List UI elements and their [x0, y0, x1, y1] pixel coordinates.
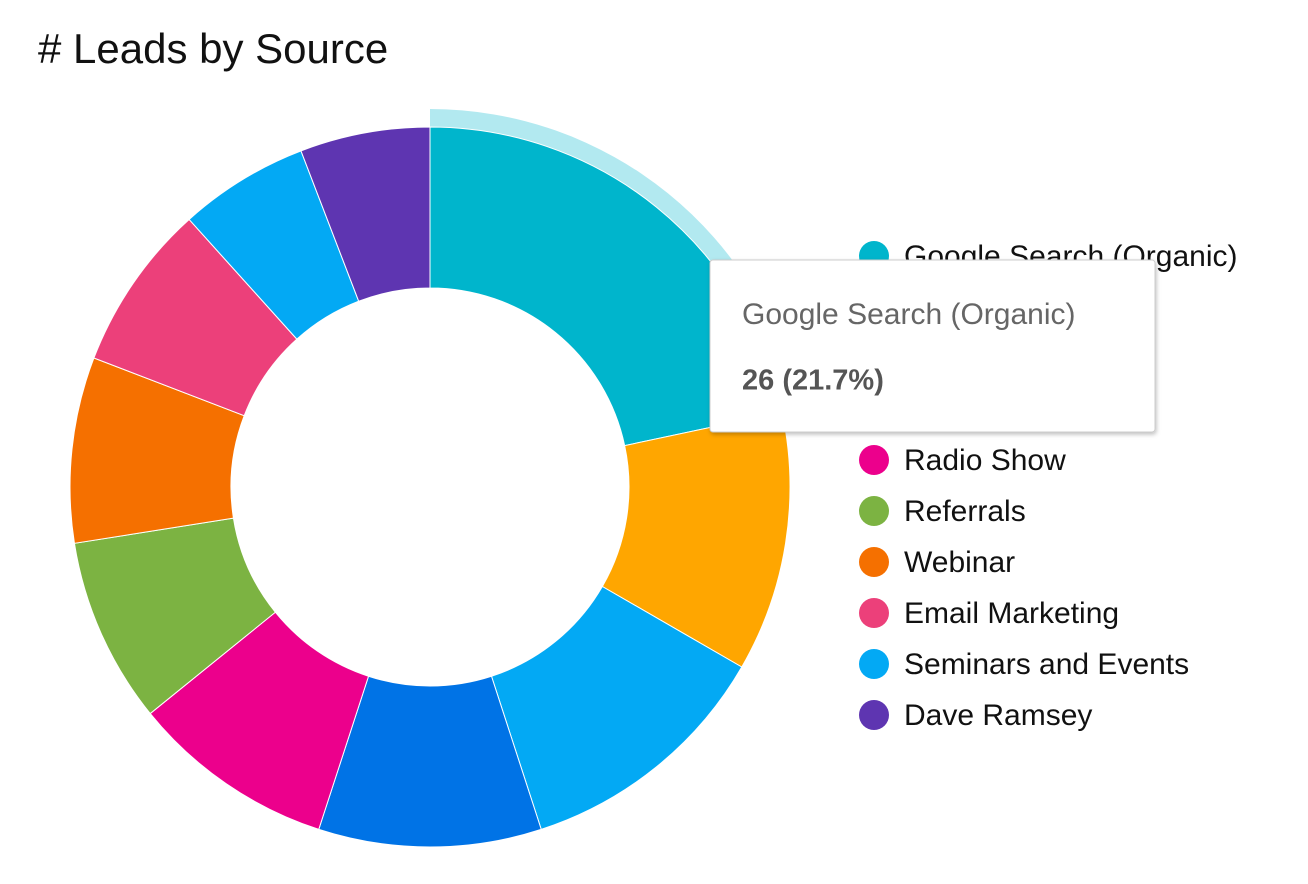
legend-label: Referrals — [904, 495, 1026, 528]
slice — [300, 126, 431, 302]
legend-swatch — [859, 547, 889, 577]
tooltip-value: 26 (21.7%) — [742, 365, 884, 397]
legend-label: Radio Show — [904, 444, 1066, 477]
legend-swatch — [859, 598, 889, 628]
legend-swatch — [859, 700, 889, 730]
legend-swatch — [859, 649, 889, 679]
legend-label: Email Marketing — [904, 597, 1119, 630]
legend-swatch — [859, 496, 889, 526]
chart-title: # Leads by Source — [38, 25, 388, 72]
tooltip-box — [709, 259, 1156, 433]
legend-label: Seminars and Events — [904, 648, 1189, 681]
legend-swatch — [859, 445, 889, 475]
legend-label: Webinar — [904, 546, 1015, 579]
legend-label: Dave Ramsey — [904, 699, 1092, 732]
tooltip-title: Google Search (Organic) — [742, 298, 1076, 331]
